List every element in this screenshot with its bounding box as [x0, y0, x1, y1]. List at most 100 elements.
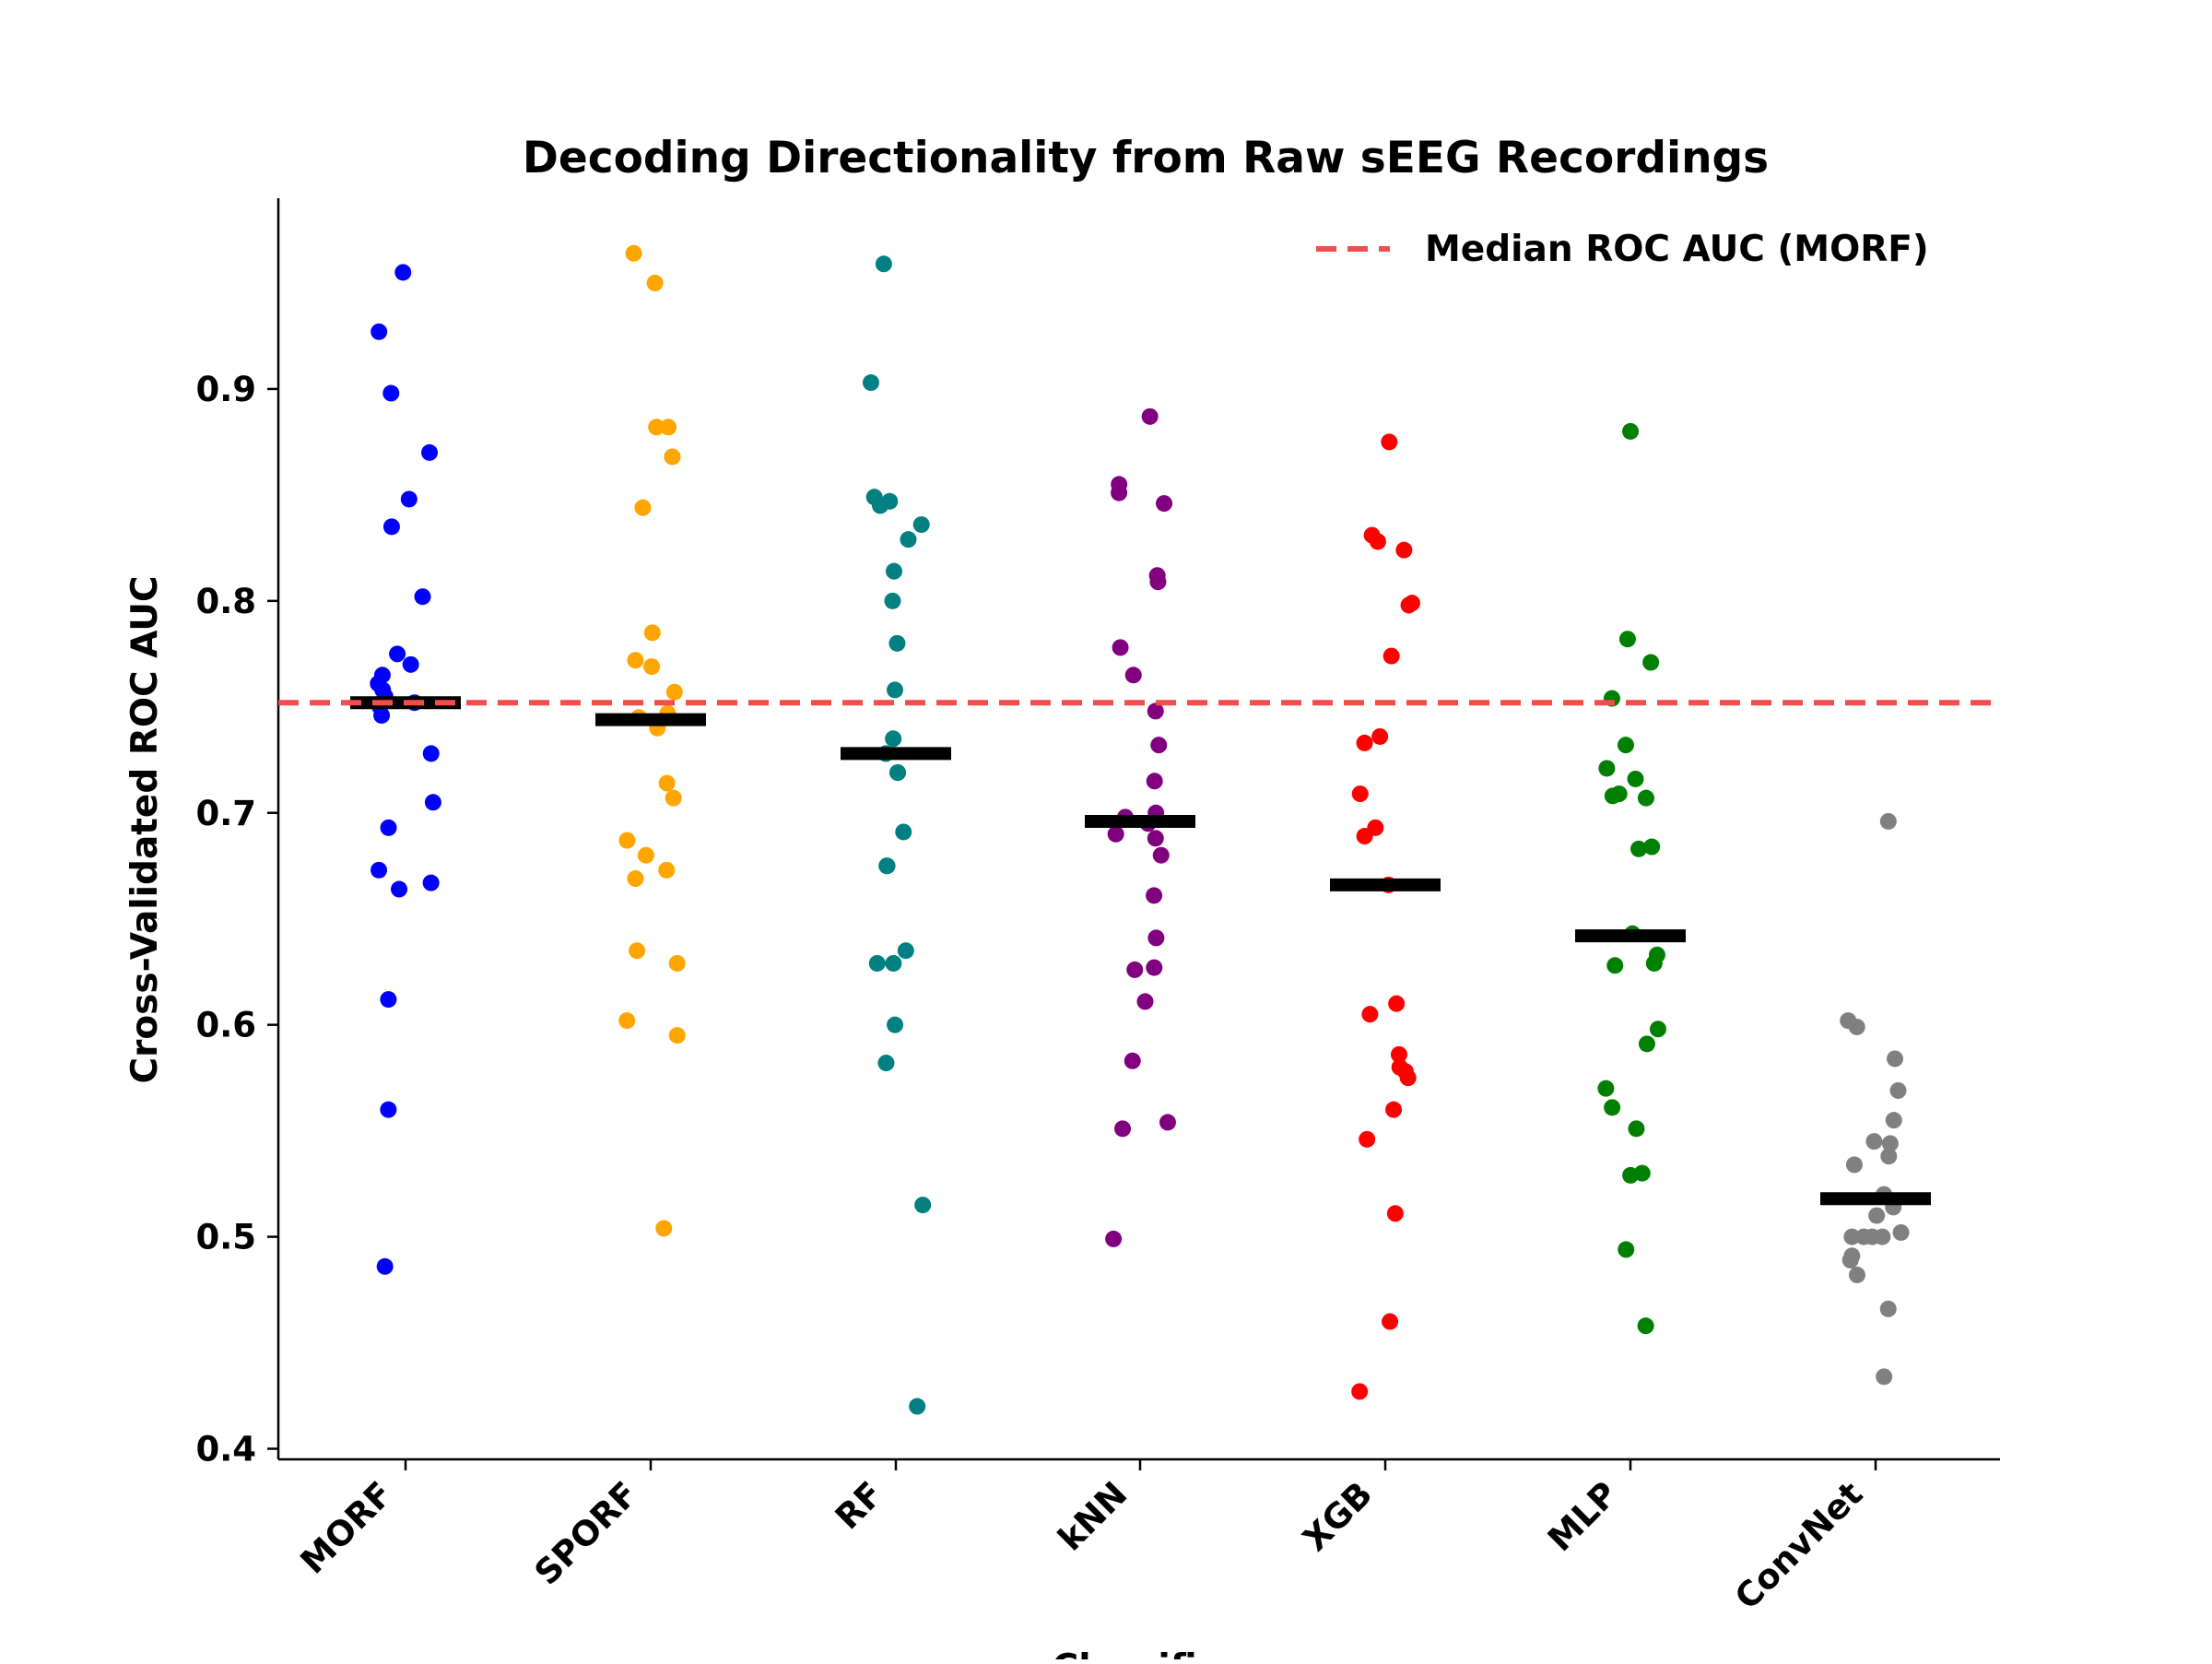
data-point: [618, 832, 636, 849]
data-point: [1845, 1156, 1863, 1174]
data-point: [421, 443, 439, 461]
x-tick-label: SPORF: [527, 1474, 646, 1593]
data-point: [1382, 647, 1400, 665]
y-axis-label: Cross-Validated ROC AUC: [124, 575, 166, 1083]
y-tick-label: 0.7: [195, 794, 256, 833]
data-point: [664, 448, 681, 466]
data-point: [634, 499, 652, 516]
data-point: [887, 1016, 904, 1033]
x-tick-label: XGB: [1295, 1474, 1380, 1559]
x-tick-label: MLP: [1540, 1474, 1625, 1559]
data-point: [1643, 838, 1661, 856]
data-point: [402, 655, 419, 673]
data-point: [900, 531, 917, 549]
data-point: [1400, 596, 1418, 614]
data-point: [1111, 484, 1128, 502]
data-point: [1880, 1148, 1898, 1165]
data-point: [1149, 573, 1167, 591]
data-point: [1361, 1006, 1379, 1023]
data-point: [655, 1220, 673, 1237]
data-point: [1889, 1081, 1907, 1099]
y-tick-label: 0.9: [195, 370, 256, 409]
data-point: [1112, 639, 1129, 656]
data-point: [1622, 422, 1640, 440]
data-point: [382, 518, 400, 536]
data-point: [888, 634, 906, 652]
data-point: [1645, 954, 1663, 972]
data-point: [1879, 812, 1897, 830]
data-point: [1124, 1052, 1141, 1069]
data-point: [1371, 727, 1389, 745]
data-point: [1885, 1112, 1902, 1129]
data-point: [1114, 1120, 1132, 1138]
data-point: [1107, 825, 1124, 843]
x-axis-label: Classifier: [1053, 1647, 1240, 1659]
data-point: [422, 874, 440, 891]
data-point: [1637, 789, 1654, 807]
x-tick-label: kNN: [1051, 1474, 1135, 1559]
data-point: [1843, 1228, 1861, 1245]
data-point: [1606, 957, 1624, 974]
data-point: [1146, 887, 1163, 904]
data-point: [1642, 654, 1660, 671]
data-point: [1395, 541, 1413, 559]
data-point: [1876, 1368, 1893, 1386]
x-tick-label: ConvNet: [1727, 1474, 1870, 1617]
data-point: [1868, 1207, 1886, 1224]
data-point: [1390, 1045, 1407, 1063]
data-point: [400, 490, 418, 508]
data-point: [373, 706, 391, 724]
data-point: [1150, 737, 1168, 754]
data-point: [637, 846, 654, 864]
data-point: [1388, 995, 1406, 1012]
legend: Median ROC AUC (MORF): [1316, 229, 1929, 270]
data-point: [1126, 961, 1144, 978]
data-point: [646, 274, 664, 291]
data-point: [1618, 631, 1636, 648]
data-point: [665, 789, 682, 807]
data-point: [886, 681, 903, 699]
data-point: [382, 384, 400, 402]
data-point: [895, 823, 912, 841]
data-point: [878, 857, 896, 875]
data-point: [1356, 734, 1373, 751]
data-point: [884, 592, 901, 609]
data-point: [376, 1257, 394, 1275]
data-point: [1617, 737, 1634, 754]
data-point: [1630, 840, 1648, 857]
x-tick-label: RF: [828, 1474, 890, 1537]
data-point: [371, 323, 388, 340]
data-point: [912, 516, 930, 534]
data-point: [889, 764, 907, 782]
data-point: [625, 244, 642, 262]
data-point: [391, 880, 408, 898]
data-point: [1627, 770, 1644, 787]
data-point: [1356, 828, 1373, 845]
data-point: [909, 1398, 926, 1415]
y-tick-label: 0.6: [195, 1006, 256, 1045]
data-point: [658, 861, 676, 879]
data-point: [1848, 1266, 1865, 1283]
data-point: [389, 645, 406, 663]
data-point: [1147, 830, 1164, 847]
data-point: [1399, 1069, 1417, 1087]
data-point: [897, 942, 914, 960]
data-point: [380, 991, 397, 1009]
data-point: [1124, 667, 1142, 684]
data-point: [1865, 1133, 1883, 1151]
y-tick-label: 0.8: [195, 582, 256, 621]
data-point: [424, 794, 441, 811]
data-point: [1892, 1223, 1910, 1241]
plot-area: 0.4 0.5 0.6 0.7 0.8 0.9 MORF SPORF RF kNN XGB MLP Co…: [195, 198, 2000, 1617]
x-tick-label: MORF: [293, 1474, 401, 1582]
data-point: [668, 1027, 686, 1044]
data-point: [414, 588, 431, 606]
data-point: [1381, 433, 1398, 451]
data-point: [885, 954, 902, 972]
data-point: [868, 954, 886, 972]
data-point: [1598, 760, 1616, 777]
data-point: [1637, 1317, 1654, 1335]
data-point: [665, 683, 683, 701]
